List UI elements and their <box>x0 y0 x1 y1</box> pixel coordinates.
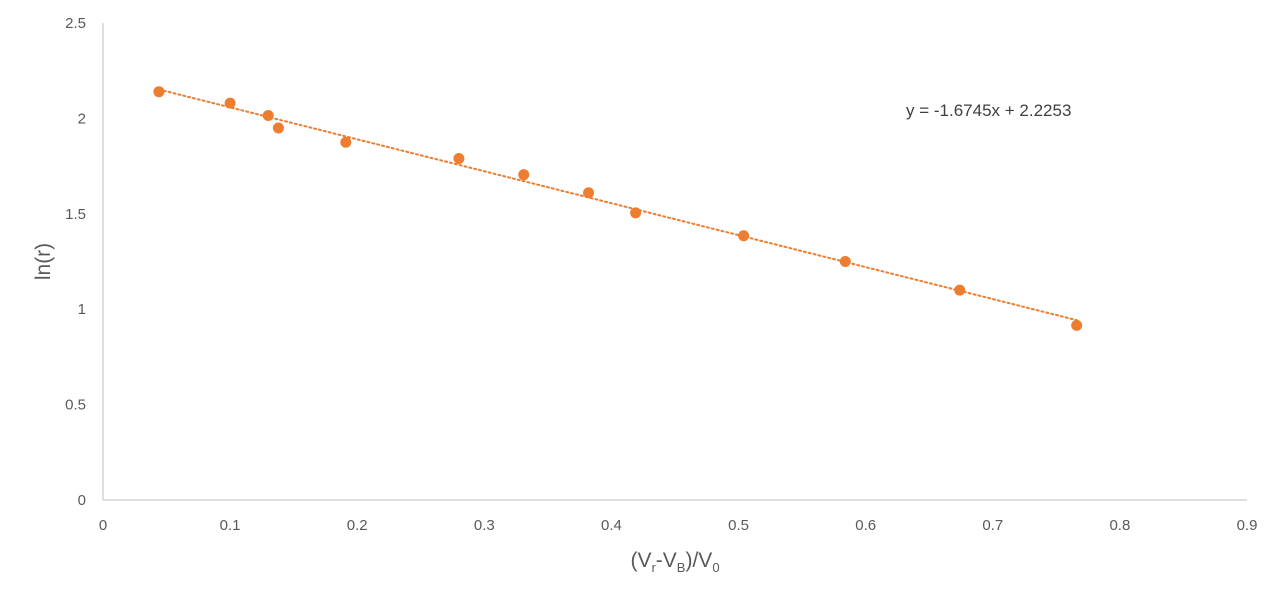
y-tick-label: 0 <box>78 492 86 509</box>
x-tick-label: 0 <box>99 517 107 534</box>
y-tick-label: 0.5 <box>65 397 86 414</box>
x-axis-title-part: )/V <box>685 549 712 572</box>
trendline-group <box>157 88 1078 322</box>
x-tick-label: 0.4 <box>601 517 622 534</box>
x-tick-label: 0.2 <box>347 517 368 534</box>
x-axis-title-subscript: 0 <box>712 560 719 575</box>
y-tick-label: 2.5 <box>65 15 86 32</box>
x-tick-label: 0.8 <box>1109 517 1130 534</box>
y-tick-label: 1 <box>78 301 86 318</box>
x-tick-label: 0.5 <box>728 517 749 534</box>
x-tick-label: 0.3 <box>474 517 495 534</box>
x-axis-title-subscript: r <box>651 560 656 575</box>
labels: 0 0.1 0.2 0.3 0.4 0.5 0.6 0.7 0.8 0.9 0 0.5 1 1.5 2 2.5… <box>32 15 1257 575</box>
y-tick-label: 1.5 <box>65 206 86 223</box>
trendline <box>157 88 1078 322</box>
data-point <box>1071 319 1083 331</box>
x-tick-label: 0.6 <box>855 517 876 534</box>
x-axis-title-part: (V <box>630 549 651 572</box>
data-point <box>453 152 465 164</box>
data-point <box>153 86 165 98</box>
data-point <box>272 122 284 134</box>
x-tick-label: 0.7 <box>982 517 1003 534</box>
x-axis-title-part: -V <box>656 549 677 572</box>
axes <box>102 23 1247 501</box>
x-tick-label: 0.9 <box>1237 517 1258 534</box>
data-point <box>518 169 530 181</box>
trendline-equation: y = -1.6745x + 2.2253 <box>906 101 1071 120</box>
data-point <box>630 207 642 219</box>
data-points <box>153 86 1083 331</box>
y-axis-title: ln(r) <box>32 243 55 280</box>
data-point <box>262 110 274 122</box>
data-point <box>738 230 750 242</box>
data-point <box>839 256 851 267</box>
x-axis-title: (Vr-VB)/V0 <box>630 549 719 575</box>
data-point <box>583 187 595 199</box>
y-tick-label: 2 <box>78 110 86 127</box>
x-tick-label: 0.1 <box>220 517 241 534</box>
x-axis-title-subscript: B <box>677 560 686 575</box>
data-point <box>954 284 966 296</box>
data-point <box>340 136 352 148</box>
data-point <box>224 97 236 109</box>
